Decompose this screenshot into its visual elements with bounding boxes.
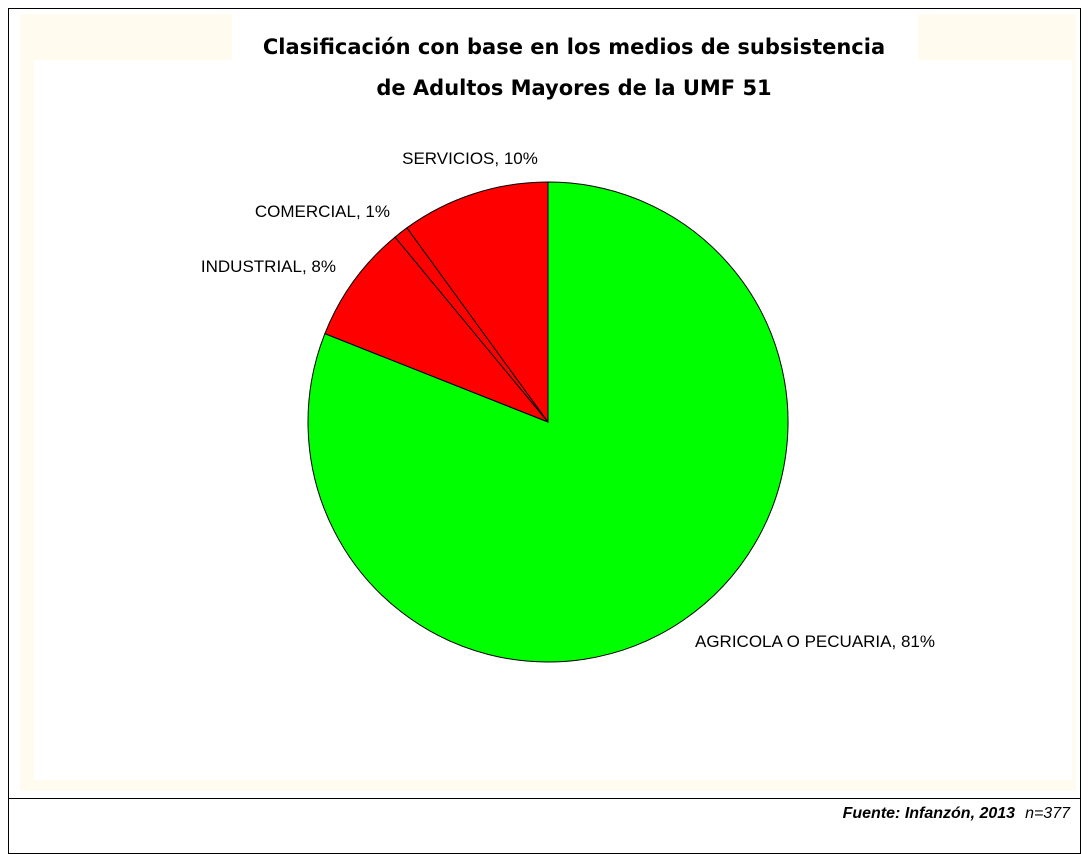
pie-slice: [307, 181, 789, 663]
slice-label: SERVICIOS, 10%: [402, 149, 538, 168]
slice-value: 8%: [311, 257, 336, 276]
slice-category: INDUSTRIAL: [201, 257, 302, 276]
chart-title: de Adultos Mayores de la UMF 51: [376, 76, 771, 100]
title-area: [232, 14, 918, 114]
slice-value: 10%: [504, 149, 538, 168]
slice-category: AGRICOLA O PECUARIA: [695, 632, 892, 651]
chart-title: Clasificación con base en los medios de …: [263, 35, 885, 59]
slice-value: 81%: [901, 632, 935, 651]
slice-value: 1%: [365, 202, 390, 221]
source: Fuente: Infanzón, 2013: [843, 805, 1016, 822]
slice-label: AGRICOLA O PECUARIA, 81%: [695, 632, 935, 651]
slice-category: COMERCIAL: [255, 202, 356, 221]
pie-slice: [324, 236, 549, 423]
source-note: Fuente: Infanzón, 2013 n=377: [843, 805, 1072, 822]
sample-size: n=377: [1025, 805, 1071, 822]
slice-label: COMERCIAL, 1%: [255, 202, 390, 221]
pie-slice: [406, 181, 549, 424]
slice-category: SERVICIOS: [402, 149, 494, 168]
slice-label: INDUSTRIAL, 8%: [201, 257, 336, 276]
